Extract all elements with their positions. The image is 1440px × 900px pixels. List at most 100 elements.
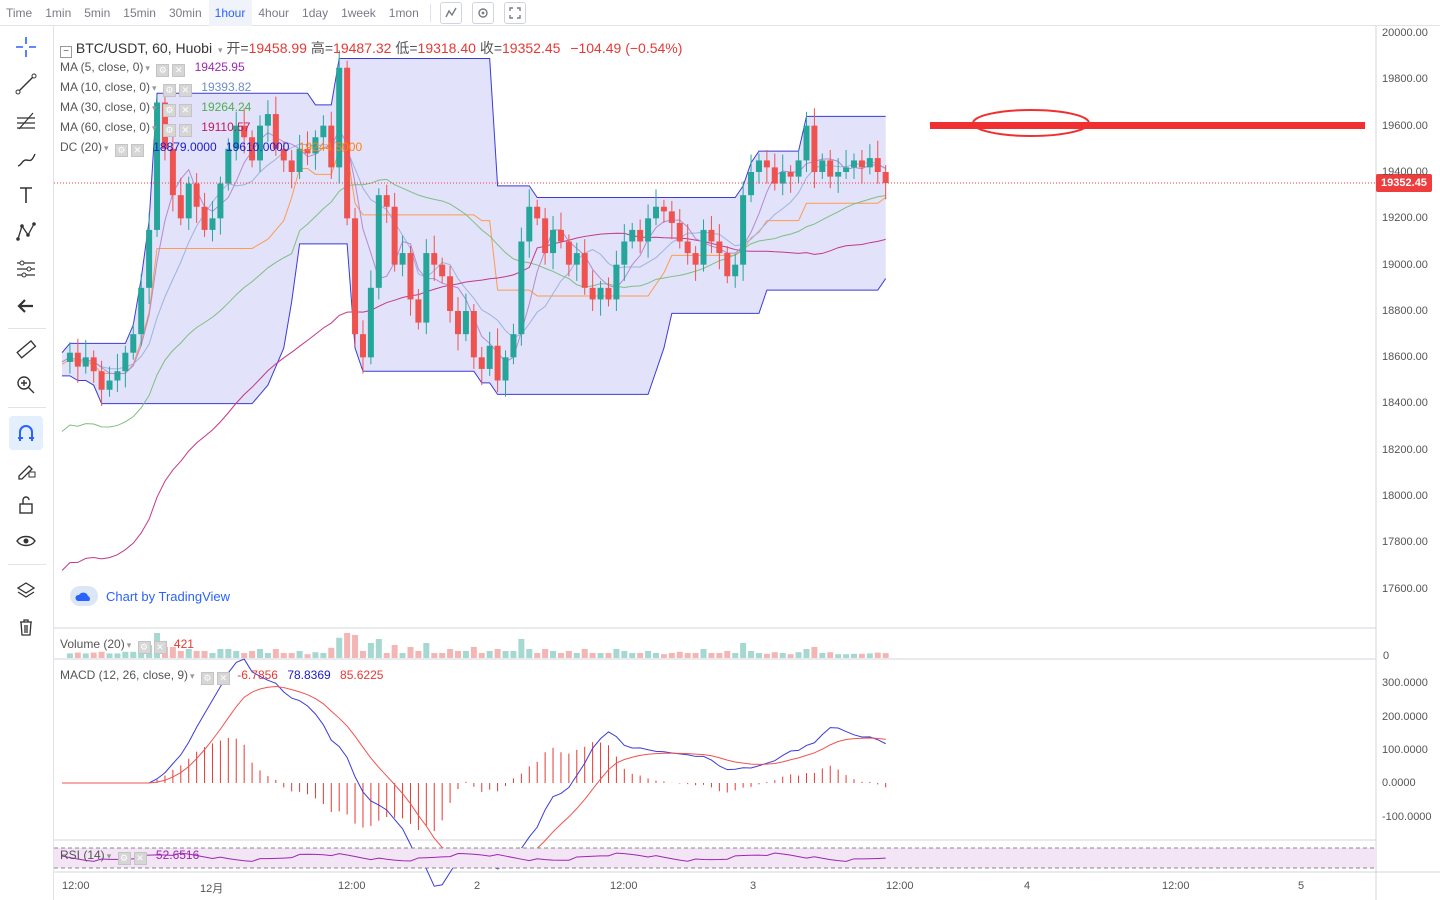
trendline-icon[interactable] — [9, 67, 43, 101]
timeframe-1week[interactable]: 1week — [341, 5, 376, 20]
measure-lines-icon[interactable] — [9, 252, 43, 286]
legend-ma30[interactable]: MA (30, close, 0) ▾ ⚙ ✕ 19264.24 — [60, 100, 251, 117]
timeframe-15min[interactable]: 15min — [123, 5, 156, 20]
candle-body — [645, 218, 652, 242]
close-icon[interactable]: ✕ — [130, 144, 144, 157]
volume-bar — [605, 653, 612, 658]
chevron-down-icon[interactable]: ▾ — [106, 851, 112, 861]
legend-rsi[interactable]: RSI (14) ▾ ⚙ ✕ 52.6516 — [60, 848, 199, 865]
volume-bar — [573, 653, 580, 658]
magnet-icon[interactable] — [9, 416, 43, 450]
candle-body — [755, 160, 762, 172]
indicator-label: MACD (12, 26, close, 9) — [60, 668, 189, 682]
settings-icon[interactable] — [471, 1, 494, 24]
candle-body — [510, 334, 517, 358]
tradingview-watermark[interactable]: Chart by TradingView — [70, 586, 230, 606]
lock-drawing-icon[interactable] — [9, 452, 43, 486]
brush-icon[interactable] — [9, 141, 43, 175]
candle-body — [280, 148, 287, 161]
symbol-legend: − BTC/USDT, 60, Huobi ▾ 开=19458.99 高=194… — [60, 38, 682, 58]
volume-bar — [565, 651, 572, 658]
legend-ma60[interactable]: MA (60, close, 0) ▾ ⚙ ✕ 19110.57 — [60, 120, 250, 137]
candle-body — [201, 206, 208, 230]
legend-dc[interactable]: DC (20) ▾ ⚙ ✕ 18879.0000 19610.0000 19244.… — [60, 140, 362, 157]
crosshair-icon[interactable] — [9, 30, 43, 64]
back-arrow-icon[interactable] — [9, 289, 43, 323]
timeframe-1day[interactable]: 1day — [302, 5, 329, 20]
collapse-legend-icon[interactable]: − — [60, 46, 72, 58]
candle-body — [154, 102, 161, 230]
candle-body — [740, 195, 747, 265]
chevron-down-icon[interactable]: ▾ — [104, 143, 109, 153]
close-icon[interactable]: ✕ — [153, 641, 167, 654]
symbol-name[interactable]: BTC/USDT, 60, Huobi — [75, 40, 213, 56]
candle-body — [882, 172, 889, 184]
timeframe-30min[interactable]: 30min — [168, 5, 202, 20]
gear-icon[interactable]: ⚙ — [137, 641, 151, 654]
time-tick: 12:00 — [338, 880, 366, 892]
trash-icon[interactable] — [9, 610, 43, 644]
volume-bar — [201, 651, 208, 658]
unlock-icon[interactable] — [9, 488, 43, 522]
legend-macd[interactable]: MACD (12, 26, close, 9) ▾ ⚙ ✕ -6.7856 78.8… — [60, 668, 383, 685]
volume-bar — [304, 654, 311, 658]
gear-icon[interactable]: ⚙ — [156, 64, 170, 77]
timeframe-4hour[interactable]: 4hour — [258, 5, 290, 20]
close-icon[interactable]: ✕ — [178, 104, 192, 117]
fullscreen-icon[interactable] — [503, 1, 526, 24]
timeframe-1hour[interactable]: 1hour — [208, 0, 253, 26]
volume-bar — [843, 654, 850, 658]
chevron-down-icon[interactable]: ▾ — [190, 671, 195, 681]
gear-icon[interactable]: ⚙ — [162, 104, 176, 117]
volume-bar — [748, 651, 755, 658]
chevron-down-icon[interactable]: ▾ — [145, 63, 150, 73]
gear-icon[interactable]: ⚙ — [162, 84, 176, 97]
indicators-icon[interactable] — [439, 1, 462, 24]
volume-bar — [130, 651, 137, 658]
gear-icon[interactable]: ⚙ — [114, 144, 128, 157]
chevron-down-icon[interactable]: ▾ — [152, 123, 157, 133]
legend-ma10[interactable]: MA (10, close, 0) ▾ ⚙ ✕ 19393.82 — [60, 80, 251, 97]
legend-volume[interactable]: Volume (20) ▾ ⚙ ✕ 421 — [60, 637, 194, 654]
close-icon[interactable]: ✕ — [216, 672, 230, 685]
fib-icon[interactable] — [9, 104, 43, 138]
zoom-in-icon[interactable] — [9, 368, 43, 402]
volume-bar — [534, 653, 541, 658]
watermark-text: Chart by TradingView — [106, 588, 231, 604]
chevron-down-icon[interactable]: ▾ — [126, 640, 132, 650]
close-icon[interactable]: ✕ — [133, 852, 147, 865]
timeframe-1min[interactable]: 1min — [45, 5, 72, 20]
chevron-down-icon[interactable]: ▾ — [152, 103, 157, 113]
text-icon[interactable] — [9, 178, 43, 212]
close-icon[interactable]: ✕ — [172, 64, 186, 77]
timeframe-1mon[interactable]: 1mon — [388, 5, 419, 20]
candle-body — [803, 125, 810, 161]
gear-icon[interactable]: ⚙ — [200, 672, 214, 685]
volume-bar — [779, 653, 786, 658]
close-icon[interactable]: ✕ — [178, 84, 192, 97]
time-tick: 12:00 — [610, 880, 638, 892]
layers-icon[interactable] — [9, 574, 43, 608]
candle-body — [296, 148, 303, 172]
volume-bar — [66, 653, 73, 658]
ruler-icon[interactable] — [9, 332, 43, 366]
timeframe-5min[interactable]: 5min — [84, 5, 111, 20]
timeframe-time[interactable]: Time — [6, 5, 33, 20]
chevron-down-icon[interactable]: ▾ — [217, 45, 223, 55]
macd-tick: 0.0000 — [1382, 777, 1416, 789]
candle-body — [439, 264, 446, 277]
candle-body — [82, 357, 89, 367]
legend-ma5[interactable]: MA (5, close, 0) ▾ ⚙ ✕ 19425.95 — [60, 60, 245, 77]
close-icon[interactable]: ✕ — [178, 124, 192, 137]
pattern-icon[interactable] — [9, 215, 43, 249]
volume-bar — [225, 649, 232, 658]
gear-icon[interactable]: ⚙ — [162, 124, 176, 137]
price-tick: 19800.00 — [1382, 73, 1428, 86]
eye-icon[interactable] — [9, 524, 43, 558]
candle-body — [597, 287, 604, 300]
price-tick: 18200.00 — [1382, 443, 1428, 456]
chevron-down-icon[interactable]: ▾ — [152, 83, 157, 93]
gear-icon[interactable]: ⚙ — [117, 852, 131, 865]
indicator-value: 19110.57 — [201, 120, 251, 134]
